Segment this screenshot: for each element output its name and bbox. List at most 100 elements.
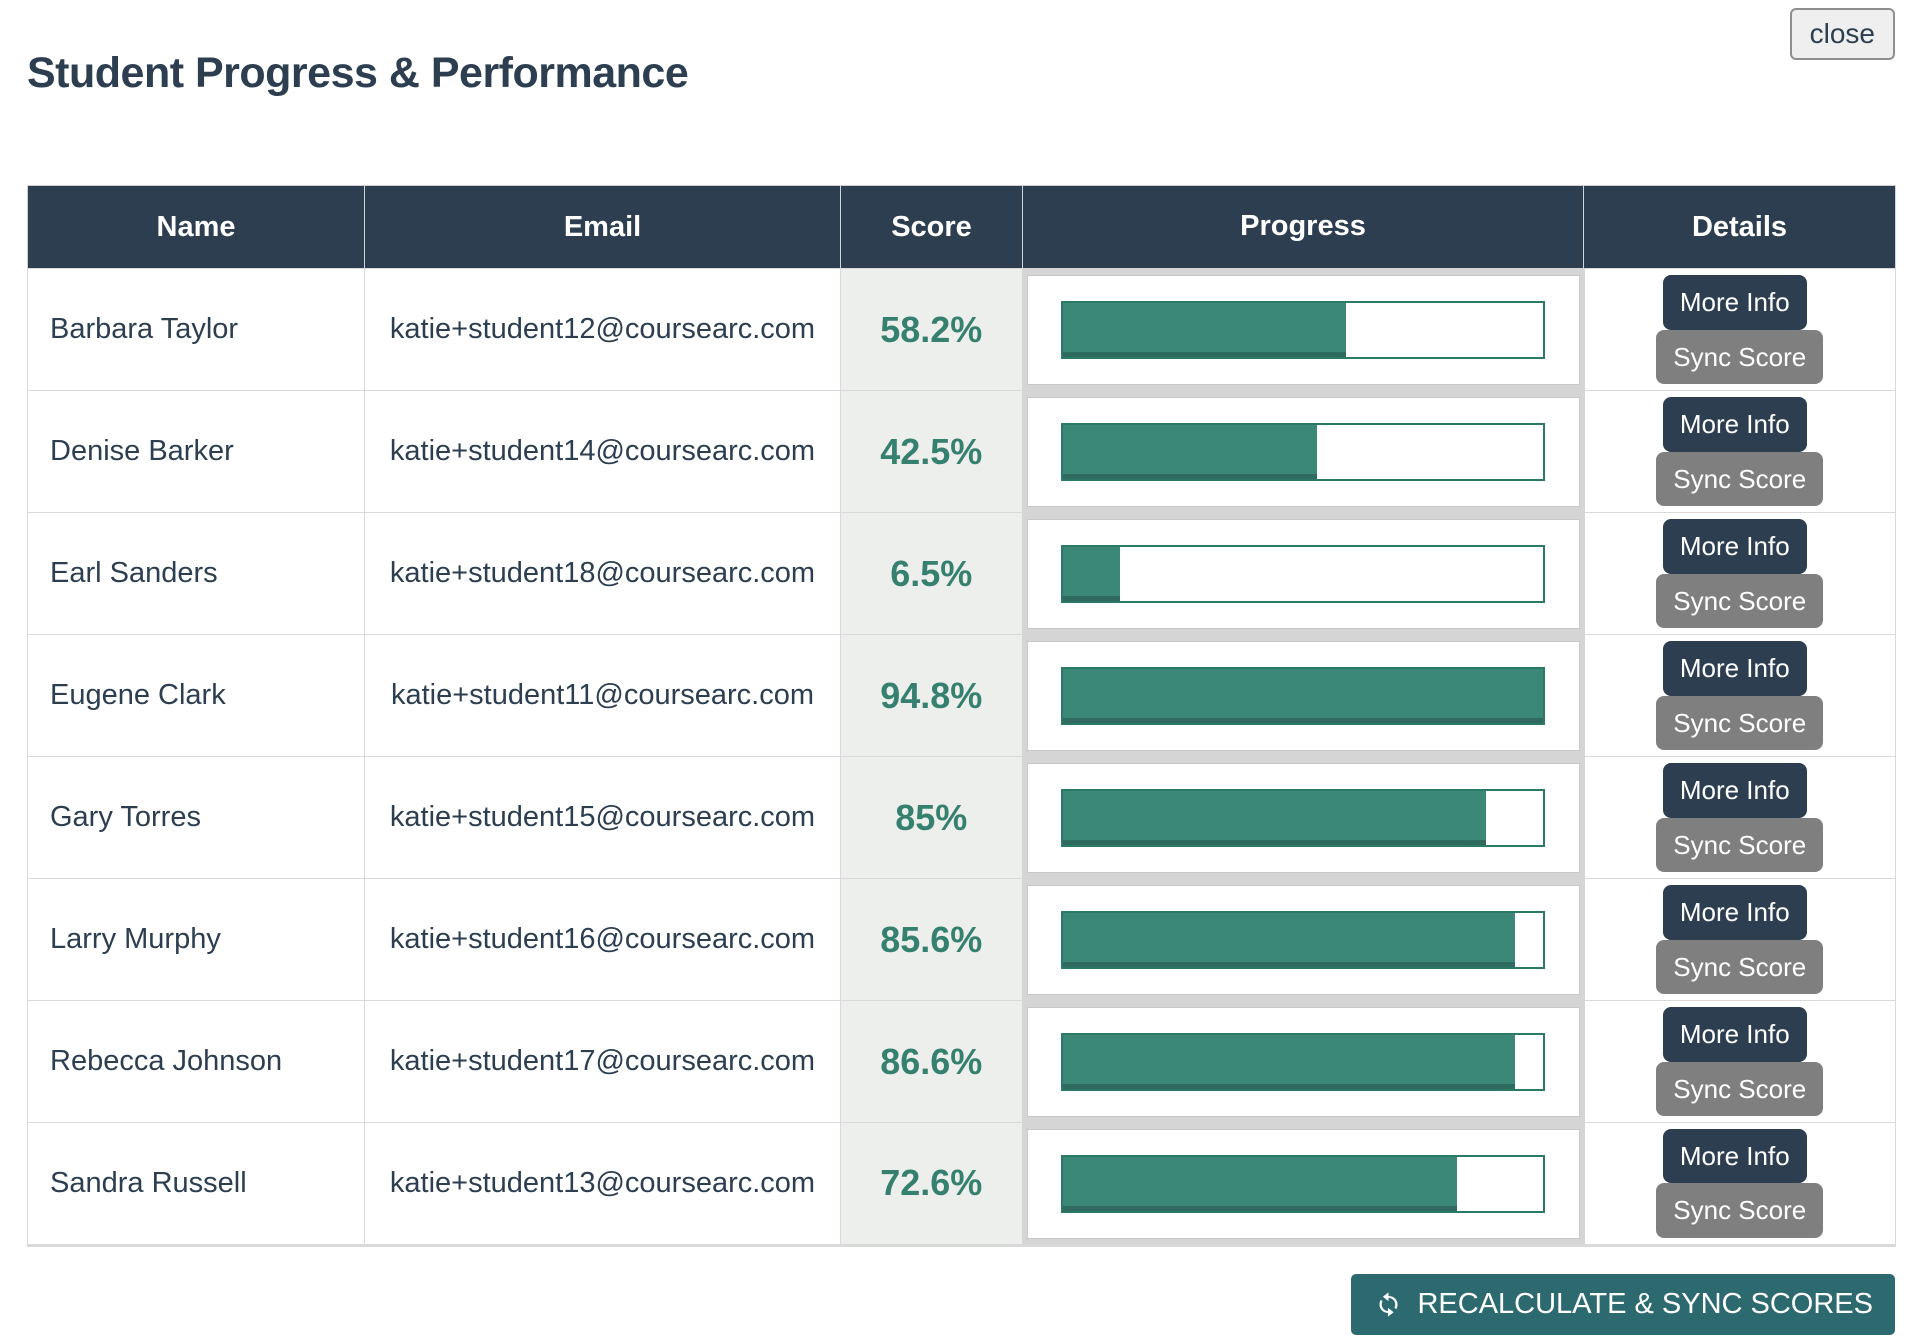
modal-footer: RECALCULATE & SYNC SCORES — [27, 1273, 1895, 1335]
more-info-button[interactable]: More Info — [1662, 762, 1807, 818]
progress-bar — [1060, 1032, 1546, 1091]
student-email: katie+student12@coursearc.com — [364, 268, 841, 391]
refresh-icon — [1373, 1289, 1404, 1320]
sync-score-button[interactable]: Sync Score — [1656, 817, 1824, 873]
table-row: Eugene Clark katie+student11@coursearc.c… — [27, 633, 1896, 758]
student-name: Eugene Clark — [27, 634, 365, 757]
progress-cell — [1021, 755, 1585, 880]
column-header-score: Score — [840, 185, 1023, 269]
student-score: 86.6% — [840, 1000, 1023, 1123]
student-name: Gary Torres — [27, 756, 365, 879]
student-score: 6.5% — [840, 512, 1023, 635]
student-email: katie+student11@coursearc.com — [364, 634, 841, 757]
progress-card — [1026, 274, 1580, 385]
more-info-button[interactable]: More Info — [1662, 884, 1807, 940]
progress-bar-fill — [1062, 668, 1544, 723]
sync-score-button[interactable]: Sync Score — [1656, 573, 1824, 629]
student-email: katie+student14@coursearc.com — [364, 390, 841, 513]
student-name: Rebecca Johnson — [27, 1000, 365, 1123]
column-header-details: Details — [1583, 185, 1896, 269]
table-header: Name Email Score Progress Details — [27, 185, 1896, 269]
column-header-name: Name — [27, 185, 365, 269]
sync-score-button[interactable]: Sync Score — [1656, 1061, 1824, 1117]
progress-card — [1026, 640, 1580, 751]
progress-bar — [1060, 666, 1546, 725]
student-score: 94.8% — [840, 634, 1023, 757]
sync-score-button[interactable]: Sync Score — [1656, 451, 1824, 507]
table-row: Denise Barker katie+student14@coursearc.… — [27, 389, 1896, 514]
column-header-email: Email — [364, 185, 841, 269]
student-score: 42.5% — [840, 390, 1023, 513]
progress-cell — [1021, 267, 1585, 392]
more-info-button[interactable]: More Info — [1662, 1006, 1807, 1062]
progress-bar-fill — [1062, 912, 1515, 967]
student-score: 72.6% — [840, 1122, 1023, 1246]
progress-bar — [1060, 422, 1546, 481]
close-button[interactable]: close — [1789, 8, 1895, 60]
table-row: Rebecca Johnson katie+student17@coursear… — [27, 999, 1896, 1124]
student-name: Earl Sanders — [27, 512, 365, 635]
student-score: 58.2% — [840, 268, 1023, 391]
table-row: Earl Sanders katie+student18@coursearc.c… — [27, 511, 1896, 636]
progress-bar — [1060, 544, 1546, 603]
student-score: 85% — [840, 756, 1023, 879]
recalculate-sync-scores-button[interactable]: RECALCULATE & SYNC SCORES — [1351, 1273, 1895, 1335]
progress-card — [1026, 1006, 1580, 1117]
progress-card — [1026, 1128, 1580, 1239]
details-cell: More Info Sync Score — [1583, 390, 1896, 513]
sync-score-button[interactable]: Sync Score — [1656, 939, 1824, 995]
sync-score-button[interactable]: Sync Score — [1656, 1183, 1824, 1238]
sync-score-button[interactable]: Sync Score — [1656, 329, 1824, 385]
table-row: Gary Torres katie+student15@coursearc.co… — [27, 755, 1896, 880]
table-row: Larry Murphy katie+student16@coursearc.c… — [27, 877, 1896, 1002]
details-cell: More Info Sync Score — [1583, 878, 1896, 1001]
more-info-button[interactable]: More Info — [1662, 518, 1807, 574]
progress-bar-fill — [1062, 1034, 1515, 1089]
progress-cell — [1021, 389, 1585, 514]
student-email: katie+student15@coursearc.com — [364, 756, 841, 879]
more-info-button[interactable]: More Info — [1662, 274, 1807, 330]
recalculate-button-label: RECALCULATE & SYNC SCORES — [1417, 1287, 1873, 1320]
student-name: Denise Barker — [27, 390, 365, 513]
student-email: katie+student13@coursearc.com — [364, 1122, 841, 1246]
progress-bar-fill — [1062, 424, 1318, 479]
progress-bar — [1060, 910, 1546, 969]
page-title: Student Progress & Performance — [27, 49, 689, 97]
progress-card — [1026, 762, 1580, 873]
progress-card — [1026, 396, 1580, 507]
table-row: Barbara Taylor katie+student12@coursearc… — [27, 267, 1896, 392]
progress-bar-fill — [1062, 790, 1486, 845]
details-cell: More Info Sync Score — [1583, 1000, 1896, 1123]
details-cell: More Info Sync Score — [1583, 756, 1896, 879]
more-info-button[interactable]: More Info — [1662, 640, 1807, 696]
table-row: Sandra Russell katie+student13@coursearc… — [27, 1121, 1896, 1246]
progress-cell — [1021, 877, 1585, 1002]
student-email: katie+student18@coursearc.com — [364, 512, 841, 635]
progress-bar — [1060, 300, 1546, 359]
details-cell: More Info Sync Score — [1583, 268, 1896, 391]
progress-bar-fill — [1062, 546, 1121, 601]
progress-bar — [1060, 788, 1546, 847]
progress-card — [1026, 518, 1580, 629]
more-info-button[interactable]: More Info — [1662, 396, 1807, 452]
modal-header: Student Progress & Performance close — [27, 0, 1895, 95]
sync-score-button[interactable]: Sync Score — [1656, 695, 1824, 751]
progress-bar-fill — [1062, 302, 1347, 357]
progress-cell — [1021, 1121, 1585, 1246]
student-name: Sandra Russell — [27, 1122, 365, 1246]
student-progress-table: Name Email Score Progress Details Barbar… — [27, 185, 1896, 1247]
progress-cell — [1021, 511, 1585, 636]
progress-card — [1026, 884, 1580, 995]
more-info-button[interactable]: More Info — [1662, 1128, 1807, 1184]
progress-bar-fill — [1062, 1156, 1457, 1211]
student-name: Barbara Taylor — [27, 268, 365, 391]
progress-cell — [1021, 633, 1585, 758]
details-cell: More Info Sync Score — [1583, 1122, 1896, 1246]
details-cell: More Info Sync Score — [1583, 512, 1896, 635]
column-header-progress: Progress — [1022, 185, 1584, 269]
student-email: katie+student17@coursearc.com — [364, 1000, 841, 1123]
student-name: Larry Murphy — [27, 878, 365, 1001]
progress-cell — [1021, 999, 1585, 1124]
details-cell: More Info Sync Score — [1583, 634, 1896, 757]
